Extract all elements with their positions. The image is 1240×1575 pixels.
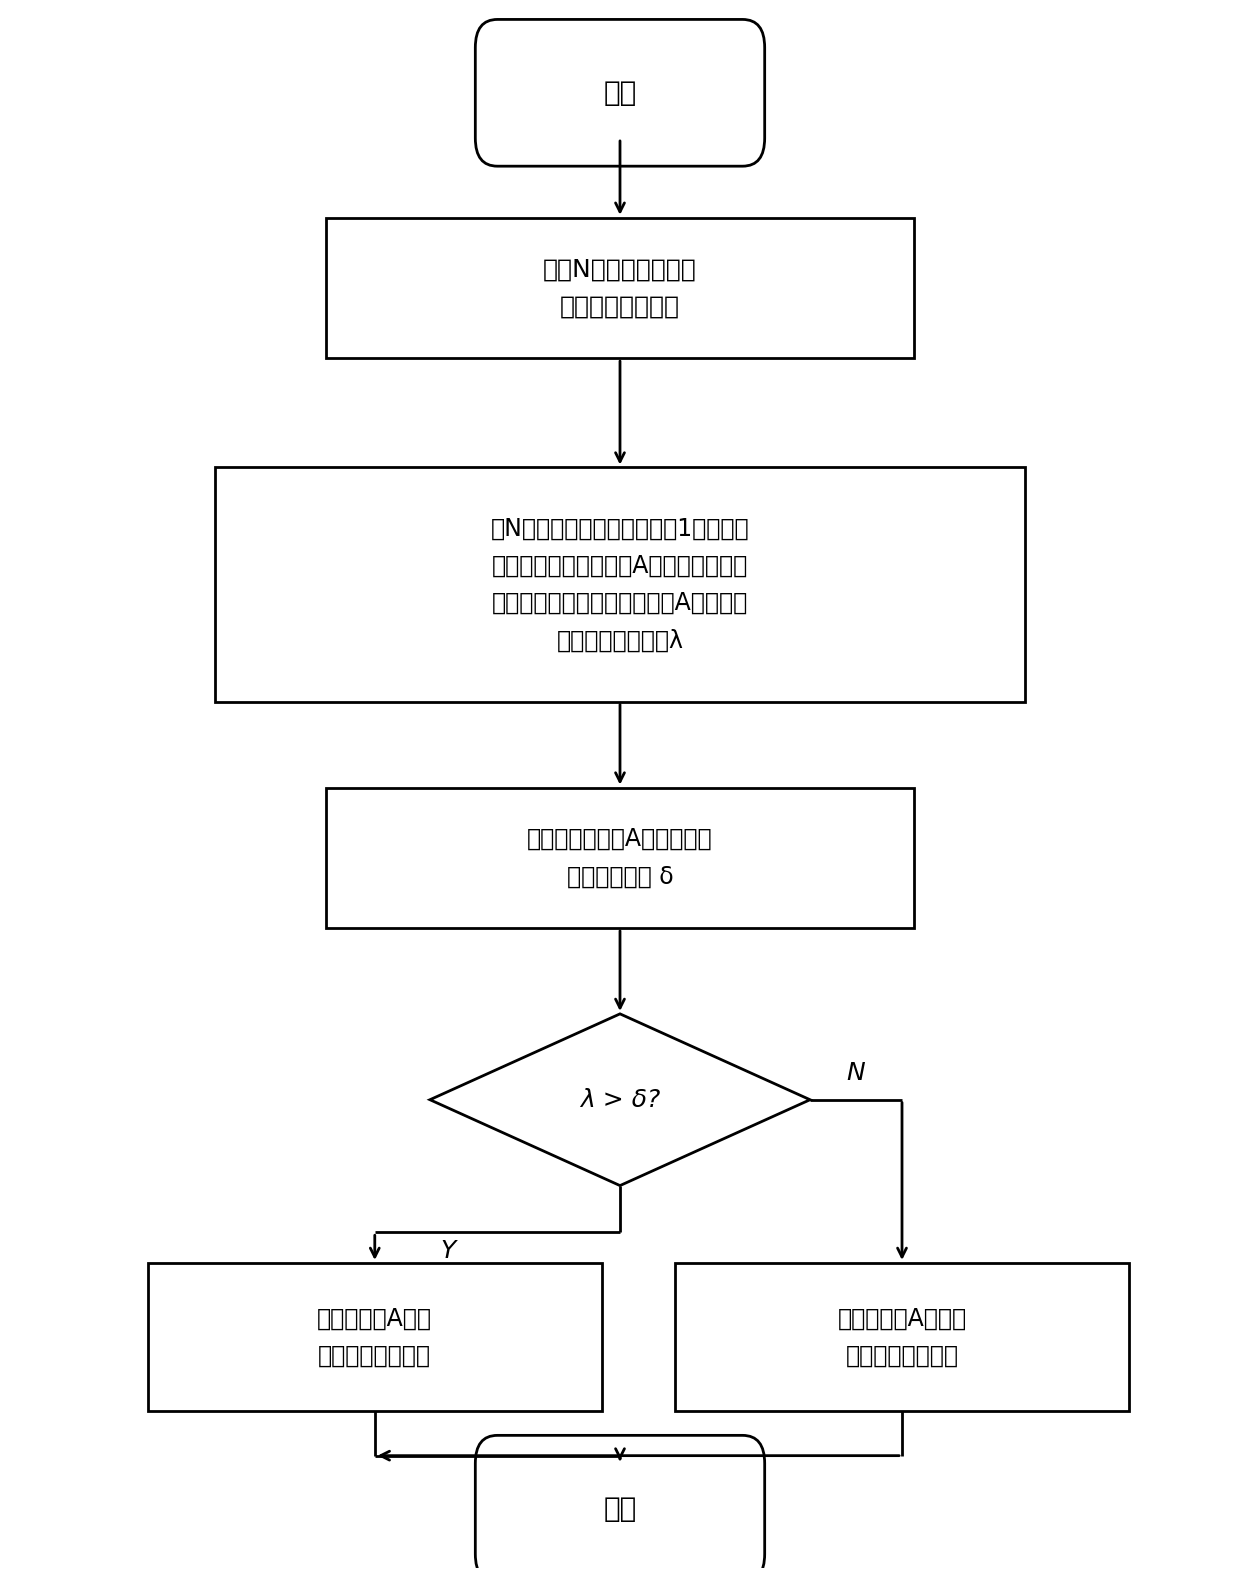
Text: Y: Y (440, 1240, 456, 1263)
Bar (675, 1263, 1128, 1411)
Text: 并网逆变器A自适应
切换到电压源模式: 并网逆变器A自适应 切换到电压源模式 (837, 1306, 966, 1367)
FancyBboxPatch shape (475, 19, 765, 167)
Bar (326, 788, 914, 928)
Bar (216, 468, 1024, 701)
Polygon shape (430, 1014, 810, 1186)
Text: 开始: 开始 (604, 79, 636, 107)
Text: N: N (847, 1062, 866, 1085)
Text: λ > δ?: λ > δ? (580, 1088, 660, 1112)
Bar (148, 1263, 601, 1411)
Text: 设置N台并网逆变器均
运行在电流源模式: 设置N台并网逆变器均 运行在电流源模式 (543, 257, 697, 318)
Text: 从N台并网逆变器中任意选择1台并网逆
变器，记为并网逆变器A，启动系统短路
比检测算法，获得并网逆变器A的等效系
统短路比，并记为λ: 从N台并网逆变器中任意选择1台并网逆 变器，记为并网逆变器A，启动系统短路 比检… (491, 517, 749, 652)
Text: 结束: 结束 (604, 1495, 636, 1523)
Bar (326, 217, 914, 358)
Text: 并网逆变器A保持
运行在电流源模式: 并网逆变器A保持 运行在电流源模式 (317, 1306, 433, 1367)
FancyBboxPatch shape (475, 1435, 765, 1575)
Text: 设置并网逆变器A的等效系统
短路比边界值 δ: 设置并网逆变器A的等效系统 短路比边界值 δ (527, 827, 713, 888)
